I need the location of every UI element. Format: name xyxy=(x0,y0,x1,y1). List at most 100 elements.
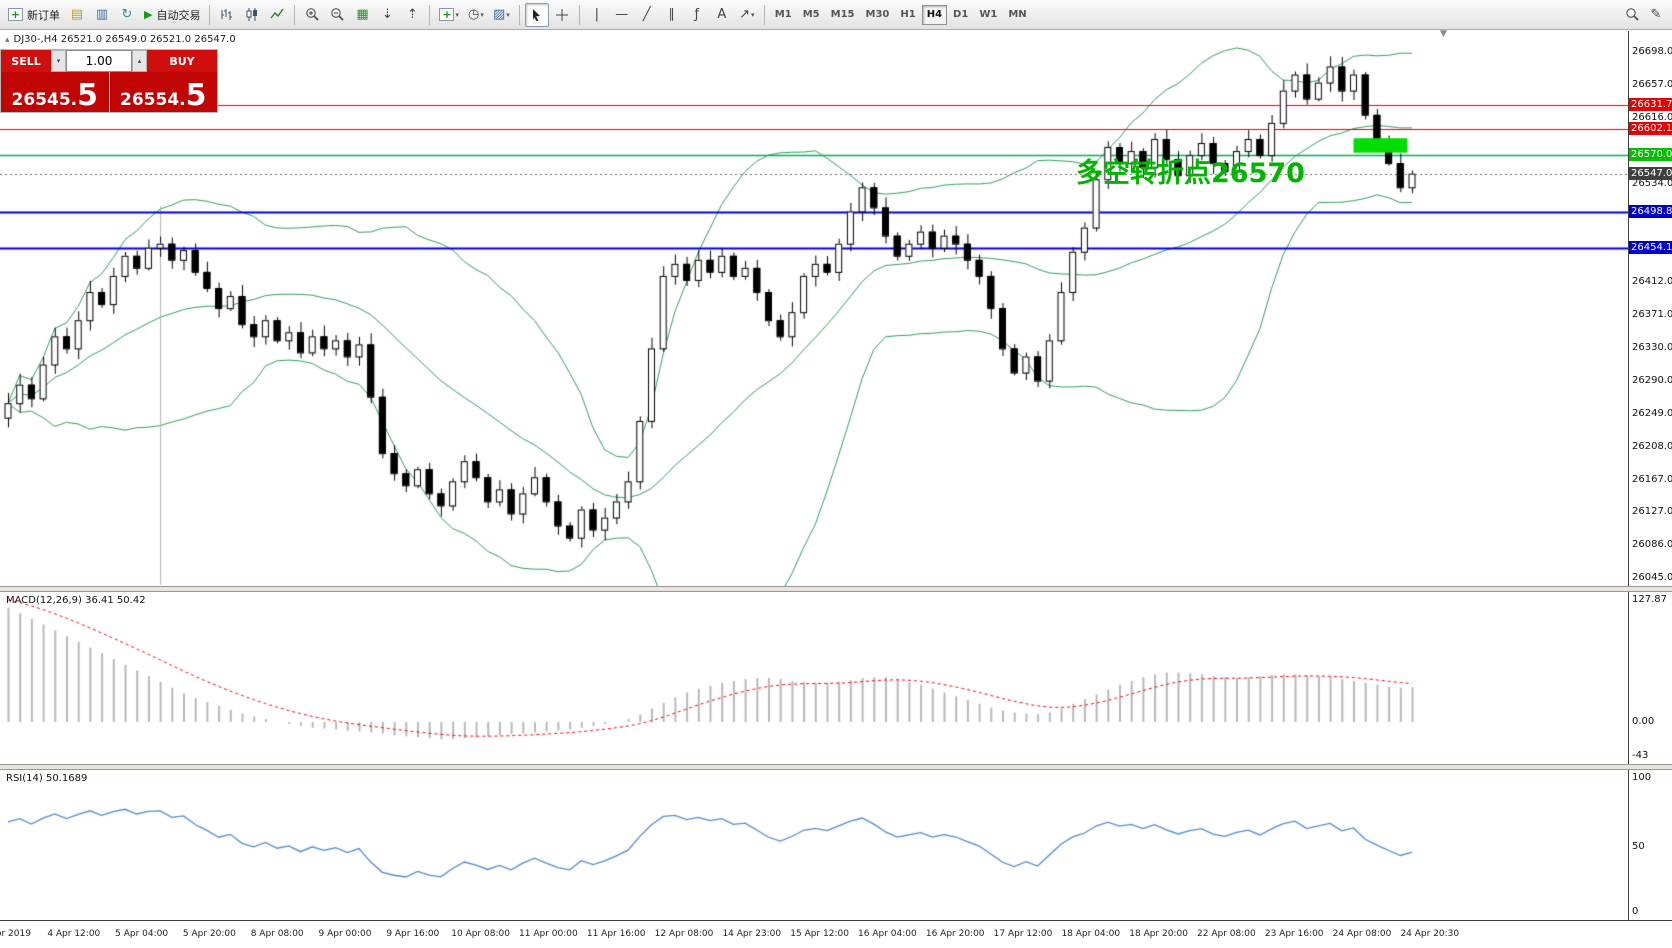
price-axis[interactable]: 26698.0 26657.0 26616.0 26534.0 26412.0 26371… xyxy=(1629,31,1672,586)
time-axis[interactable]: 3 Apr 2019 4 Apr 12:00 5 Apr 04:00 5 Apr 20… xyxy=(0,920,1672,948)
sell-price-display: 26545. 5 xyxy=(1,72,109,112)
channel-tool-button[interactable]: ∥ xyxy=(660,3,684,27)
timeframe-m30-button[interactable]: M30 xyxy=(861,5,895,25)
arrange-down-button[interactable]: ⇣ xyxy=(375,3,399,27)
price-level-tag: 26454.1 xyxy=(1629,241,1672,255)
timeframe-m1-button[interactable]: M1 xyxy=(770,5,797,25)
timeframe-d1-button[interactable]: D1 xyxy=(948,5,973,25)
trade-panel-prices: 26545. 5 26554. 5 xyxy=(1,72,217,112)
refresh-icon: ↻ xyxy=(121,7,133,22)
new-order-icon: + xyxy=(8,8,23,21)
volume-up-button[interactable]: ▴ xyxy=(132,50,147,72)
time-axis-label: 16 Apr 20:00 xyxy=(925,929,985,939)
charts-button[interactable]: ▥ xyxy=(90,3,114,27)
symbol-ohlc-label: DJ30-,H4 26521.0 26549.0 26521.0 26547.0 xyxy=(13,34,236,45)
autotrade-icon: ▶ xyxy=(144,8,153,21)
rsi-label: RSI(14) 50.1689 xyxy=(6,773,88,784)
fibonacci-icon: ƒ xyxy=(694,7,700,22)
time-axis-label: 9 Apr 00:00 xyxy=(318,929,372,939)
volume-input[interactable] xyxy=(66,50,132,72)
templates-button[interactable]: ▨ ▾ xyxy=(489,3,514,27)
zoom-in-button[interactable] xyxy=(300,3,324,27)
fibonacci-tool-button[interactable]: ƒ xyxy=(685,3,709,27)
time-axis-label: 17 Apr 12:00 xyxy=(993,929,1053,939)
main-toolbar: + 新订单 ▤ ▥ ↻ ▶ 自动交易 ▦ ⇣ ⇡ + ▾ ◷ ▾ ▨ ▾ | — ╱ … xyxy=(0,0,1672,30)
time-axis-label: 24 Apr 20:30 xyxy=(1400,929,1460,939)
time-axis-label: 18 Apr 20:00 xyxy=(1129,929,1188,939)
chart-shift-marker-icon[interactable]: ▼ xyxy=(1440,29,1447,39)
macd-axis-min: -43 xyxy=(1632,750,1649,761)
caret-up-icon: ▴ xyxy=(137,57,142,65)
timeframe-w1-button[interactable]: W1 xyxy=(974,5,1002,25)
panel-splitter[interactable] xyxy=(0,586,1672,592)
cursor-tool-button[interactable] xyxy=(524,2,549,27)
one-click-trade-panel: SELL ▾ ▴ BUY 26545.5 26554.5 xyxy=(0,49,218,113)
edit-icon: ✎ xyxy=(1650,7,1662,22)
price-axis-label: 26657.0 xyxy=(1632,79,1672,91)
chart-area: ▴ DJ30-,H4 26521.0 26549.0 26521.0 26547… xyxy=(0,29,1672,586)
periods-button[interactable]: ◷ ▾ xyxy=(464,3,488,27)
new-order-label: 新订单 xyxy=(27,8,60,22)
price-axis-label: 26616.0 xyxy=(1632,112,1672,124)
indicators-button[interactable]: + ▾ xyxy=(435,3,463,27)
price-axis-label: 26249.0 xyxy=(1632,407,1672,419)
timeframe-m5-button[interactable]: M5 xyxy=(798,5,825,25)
compose-button[interactable]: ✎ xyxy=(1644,3,1668,27)
time-axis-label: 11 Apr 16:00 xyxy=(586,929,646,939)
toolbar-separator xyxy=(294,4,296,25)
rsi-canvas[interactable] xyxy=(0,770,1628,920)
tile-windows-button[interactable]: ▦ xyxy=(350,3,374,27)
timeframe-h4-button[interactable]: H4 xyxy=(921,4,948,25)
dropdown-caret-icon: ▾ xyxy=(506,10,510,19)
horizontal-line-tool-button[interactable]: — xyxy=(610,3,634,27)
line-chart-type-button[interactable] xyxy=(265,3,289,27)
macd-label: MACD(12,26,9) 36.41 50.42 xyxy=(6,595,146,606)
sort-down-icon: ⇣ xyxy=(382,7,393,22)
price-axis-label: 26371.0 xyxy=(1632,309,1672,321)
candlestick-type-button[interactable] xyxy=(240,3,264,27)
profiles-icon: ▤ xyxy=(70,7,84,22)
price-axis-border xyxy=(1628,31,1629,920)
time-axis-label: 18 Apr 04:00 xyxy=(1061,929,1121,939)
zoom-out-button[interactable] xyxy=(325,3,349,27)
autotrade-button[interactable]: ▶ 自动交易 xyxy=(140,3,204,27)
vertical-line-tool-button[interactable]: | xyxy=(585,3,609,27)
buy-price-main: 26554. xyxy=(120,90,186,110)
timeframe-h1-button[interactable]: H1 xyxy=(895,5,920,25)
time-axis-label: 16 Apr 04:00 xyxy=(858,929,917,939)
price-axis-label: 26086.0 xyxy=(1632,538,1672,550)
time-axis-label: 9 Apr 16:00 xyxy=(386,929,440,939)
trendline-tool-button[interactable]: ╱ xyxy=(635,3,659,27)
refresh-button[interactable]: ↻ xyxy=(115,3,139,27)
crosshair-tool-button[interactable] xyxy=(550,3,574,27)
toolbar-right-group: ✎ xyxy=(1620,3,1668,27)
arrows-icon: ↗ xyxy=(739,7,750,22)
timeframe-mn-button[interactable]: MN xyxy=(1003,5,1031,25)
timeframe-m15-button[interactable]: M15 xyxy=(826,5,860,25)
new-order-button[interactable]: + 新订单 xyxy=(4,3,64,27)
bar-chart-icon xyxy=(221,9,233,20)
price-axis-label: 26290.0 xyxy=(1632,374,1672,386)
bar-chart-type-button[interactable] xyxy=(215,3,239,27)
sell-button[interactable]: SELL xyxy=(1,50,51,72)
price-chart-canvas[interactable] xyxy=(0,31,1628,586)
search-button[interactable] xyxy=(1620,3,1644,27)
zoom-in-icon xyxy=(306,8,319,21)
buy-button[interactable]: BUY xyxy=(147,50,217,72)
volume-down-button[interactable]: ▾ xyxy=(51,50,66,72)
charts-icon: ▥ xyxy=(95,7,109,22)
arrange-up-button[interactable]: ⇡ xyxy=(400,3,424,27)
time-axis-label: 5 Apr 20:00 xyxy=(182,929,236,939)
price-axis-label: 26412.0 xyxy=(1632,276,1672,288)
price-level-tag: 26498.8 xyxy=(1629,205,1672,219)
profiles-button[interactable]: ▤ xyxy=(65,3,89,27)
text-tool-button[interactable]: A xyxy=(710,3,734,27)
macd-canvas[interactable] xyxy=(0,592,1628,764)
arrows-tool-button[interactable]: ↗ ▾ xyxy=(735,3,759,27)
buy-price-pips: 5 xyxy=(185,78,207,113)
collapse-panel-icon[interactable]: ▴ xyxy=(5,34,10,45)
horizontal-line-icon: — xyxy=(615,7,629,22)
rsi-axis-50: 50 xyxy=(1632,841,1645,852)
time-axis-label: 12 Apr 08:00 xyxy=(654,929,714,939)
panel-splitter[interactable] xyxy=(0,764,1672,770)
